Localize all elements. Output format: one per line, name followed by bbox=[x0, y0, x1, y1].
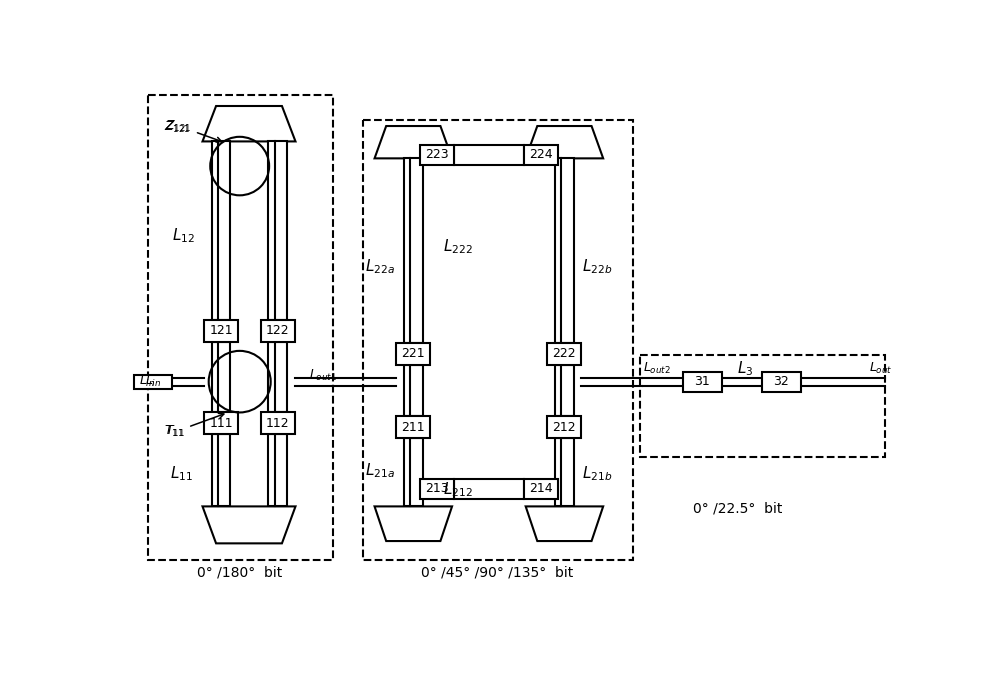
Bar bbox=[640, 355, 885, 457]
Bar bbox=[524, 144, 558, 165]
Bar bbox=[261, 320, 295, 342]
Text: $T_{11}$: $T_{11}$ bbox=[164, 424, 184, 439]
Bar bbox=[555, 365, 574, 416]
Text: $L_{in}$: $L_{in}$ bbox=[145, 374, 161, 389]
Text: 31: 31 bbox=[694, 375, 710, 388]
Text: 211: 211 bbox=[401, 420, 425, 434]
Bar bbox=[404, 365, 423, 416]
Text: $L_{out1}$: $L_{out1}$ bbox=[309, 368, 337, 383]
Text: 32: 32 bbox=[774, 375, 789, 388]
Bar bbox=[524, 479, 558, 499]
Text: 213: 213 bbox=[425, 482, 448, 495]
Bar bbox=[404, 159, 423, 343]
Polygon shape bbox=[202, 106, 296, 142]
Bar bbox=[555, 159, 574, 343]
Text: $Z_{121}$: $Z_{121}$ bbox=[164, 120, 190, 135]
Polygon shape bbox=[526, 506, 603, 541]
Text: $L_{11}$: $L_{11}$ bbox=[170, 464, 193, 483]
Bar bbox=[204, 320, 238, 342]
Bar bbox=[683, 372, 722, 392]
Bar bbox=[363, 120, 633, 560]
Bar bbox=[268, 434, 287, 506]
Text: $Z_{121}$: $Z_{121}$ bbox=[165, 119, 222, 142]
Bar bbox=[454, 479, 524, 499]
Text: $L_3$: $L_3$ bbox=[737, 359, 753, 378]
Text: $T_{11}$: $T_{11}$ bbox=[165, 414, 224, 439]
Text: 224: 224 bbox=[529, 148, 553, 161]
Text: 0° /180°  bit: 0° /180° bit bbox=[197, 565, 282, 580]
Text: 112: 112 bbox=[266, 417, 289, 430]
Bar bbox=[148, 95, 333, 560]
Text: 214: 214 bbox=[529, 482, 553, 495]
Bar bbox=[762, 372, 801, 392]
Text: $L_{21b}$: $L_{21b}$ bbox=[582, 464, 613, 483]
Bar bbox=[134, 375, 172, 388]
Text: 222: 222 bbox=[553, 347, 576, 361]
Polygon shape bbox=[526, 126, 603, 159]
Polygon shape bbox=[202, 506, 296, 543]
Bar bbox=[204, 412, 238, 434]
Bar bbox=[396, 416, 430, 438]
Text: 0° /22.5°  bit: 0° /22.5° bit bbox=[693, 502, 782, 516]
Bar bbox=[212, 142, 230, 320]
Text: 121: 121 bbox=[209, 324, 233, 338]
Text: $L_{out}$: $L_{out}$ bbox=[869, 361, 893, 376]
Bar bbox=[261, 412, 295, 434]
Text: $L_{out2}$: $L_{out2}$ bbox=[643, 361, 671, 376]
Bar bbox=[454, 144, 524, 165]
Text: $L_{12}$: $L_{12}$ bbox=[172, 226, 194, 245]
Bar bbox=[268, 142, 287, 320]
Bar bbox=[404, 438, 423, 506]
Bar bbox=[547, 343, 581, 365]
Polygon shape bbox=[375, 126, 452, 159]
Text: $L_{22b}$: $L_{22b}$ bbox=[582, 257, 613, 275]
Text: $L_{21a}$: $L_{21a}$ bbox=[365, 461, 395, 479]
Text: 223: 223 bbox=[425, 148, 448, 161]
Bar bbox=[420, 479, 454, 499]
Text: $L_{222}$: $L_{222}$ bbox=[443, 237, 473, 256]
Text: 122: 122 bbox=[266, 324, 289, 338]
Bar bbox=[268, 342, 287, 412]
Text: $L_{in}$: $L_{in}$ bbox=[139, 374, 155, 389]
Bar bbox=[547, 416, 581, 438]
Bar bbox=[212, 434, 230, 506]
Text: 0° /45° /90° /135°  bit: 0° /45° /90° /135° bit bbox=[421, 565, 573, 580]
Text: $L_{22a}$: $L_{22a}$ bbox=[365, 257, 395, 275]
Bar bbox=[555, 438, 574, 506]
Text: 212: 212 bbox=[553, 420, 576, 434]
Bar bbox=[212, 342, 230, 412]
Text: 221: 221 bbox=[401, 347, 425, 361]
Bar bbox=[420, 144, 454, 165]
Text: 111: 111 bbox=[209, 417, 233, 430]
Text: $L_{212}$: $L_{212}$ bbox=[443, 480, 473, 499]
Bar bbox=[396, 343, 430, 365]
Polygon shape bbox=[375, 506, 452, 541]
